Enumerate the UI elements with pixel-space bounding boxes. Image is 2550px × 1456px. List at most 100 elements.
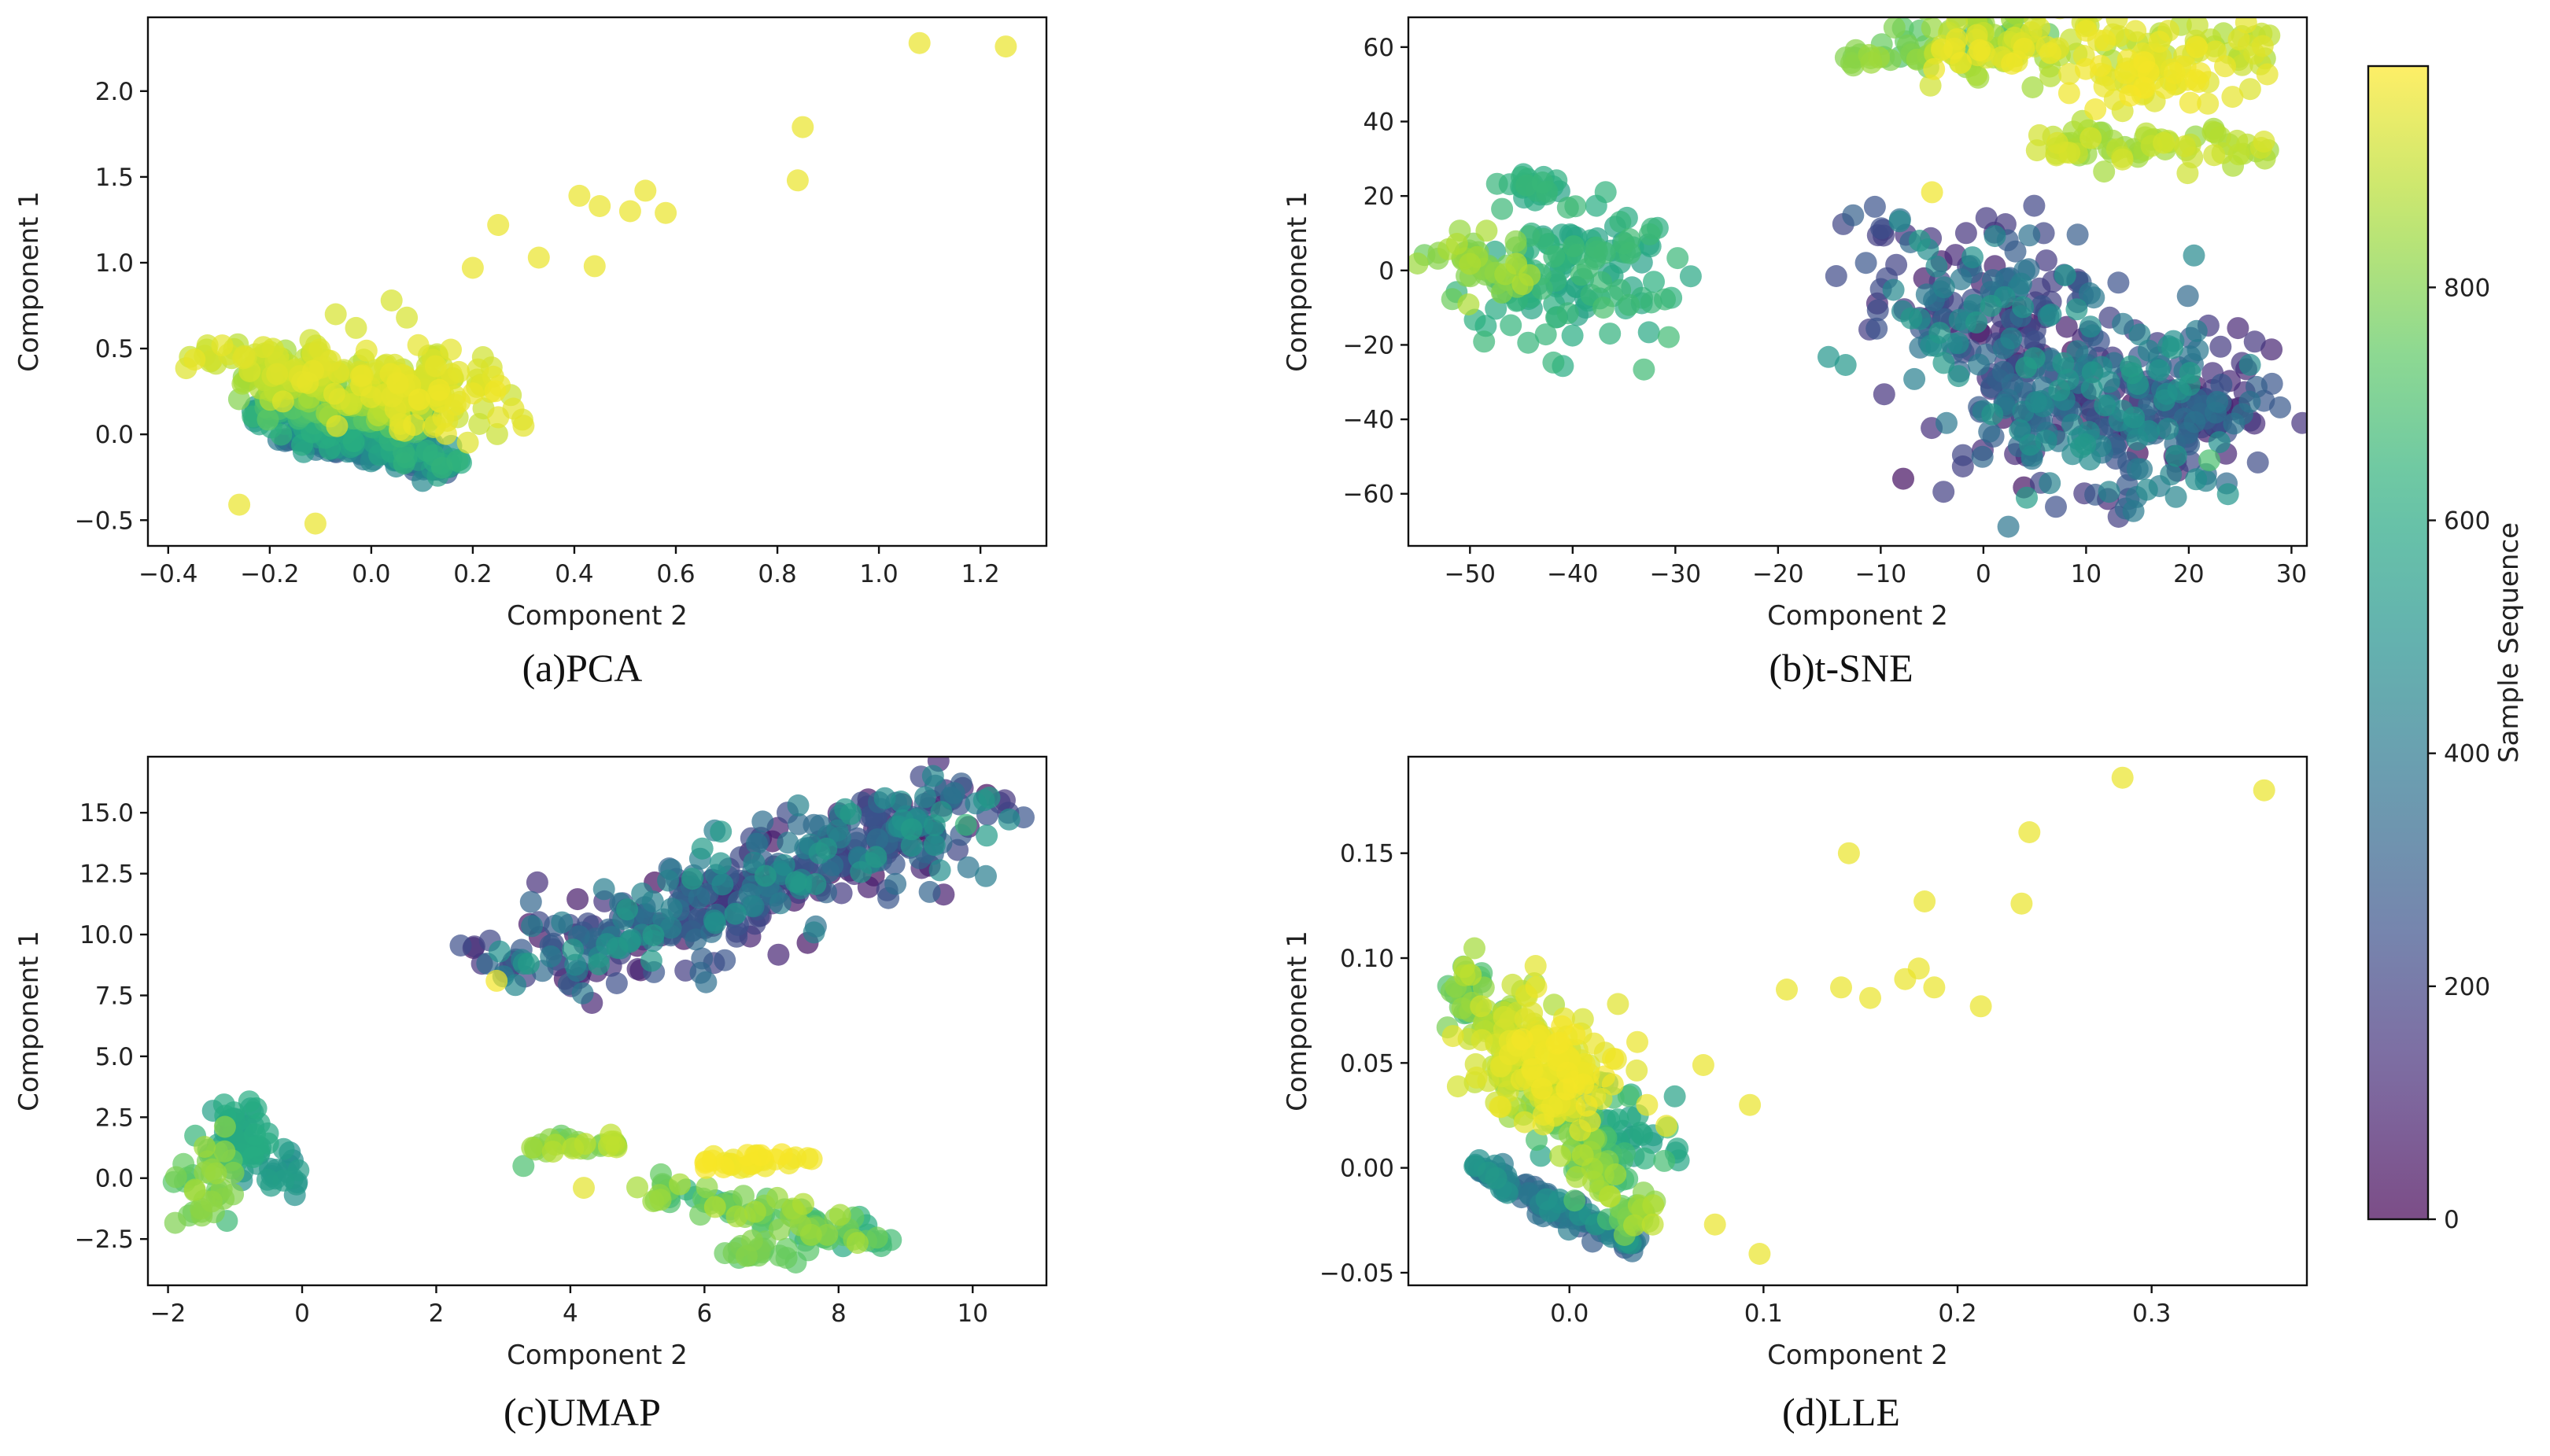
scatter-point xyxy=(1629,1122,1651,1145)
scatter-point xyxy=(2093,160,2116,183)
scatter-point xyxy=(2184,68,2207,91)
scatter-point xyxy=(660,898,683,920)
scatter-point xyxy=(616,898,639,921)
scatter-point xyxy=(1965,64,1988,87)
scatter-point xyxy=(1947,365,1970,388)
scatter-point xyxy=(2004,240,2027,263)
scatter-point xyxy=(2209,126,2231,149)
scatter-point xyxy=(2018,821,2041,843)
scatter-point xyxy=(2131,458,2153,481)
scatter-point xyxy=(2148,31,2171,53)
scatter-point xyxy=(1535,1188,1558,1211)
scatter-point xyxy=(2120,355,2142,378)
scatter-point xyxy=(923,834,946,857)
scatter-point xyxy=(2024,391,2047,414)
scatter-point xyxy=(2019,433,2042,456)
scatter-panel-4: 0.0 0.1 0.2 0.3 −0.05 0.00 0.05 0.10 0.15 Compone… xyxy=(1282,755,2308,1434)
scatter-point xyxy=(908,31,931,54)
x-tick-label: 10 xyxy=(2071,560,2102,588)
scatter-point xyxy=(1572,1073,1595,1096)
scatter-point xyxy=(2000,327,2023,350)
scatter-point xyxy=(914,786,936,809)
scatter-point xyxy=(345,316,367,339)
scatter-point xyxy=(408,389,430,411)
scatter-point xyxy=(2216,483,2239,506)
scatter-point xyxy=(2157,418,2179,440)
y-tick-label: 0 xyxy=(1378,257,1394,286)
y-tick-label: 0.5 xyxy=(95,335,134,363)
y-tick-label: 2.5 xyxy=(95,1104,134,1132)
panel-caption: (a)PCA xyxy=(522,646,643,690)
scatter-point xyxy=(517,953,540,975)
scatter-point xyxy=(2209,335,2232,358)
scatter-point xyxy=(228,493,251,516)
scatter-point xyxy=(2079,315,2102,338)
scatter-point xyxy=(900,835,923,857)
scatter-point xyxy=(2227,317,2249,340)
scatter-point xyxy=(270,423,293,446)
scatter-point xyxy=(1854,252,1877,275)
scatter-point xyxy=(164,1166,187,1189)
x-tick-label: 0.2 xyxy=(1938,1299,1976,1328)
scatter-point xyxy=(1910,0,1932,17)
scatter-point xyxy=(2203,144,2226,167)
scatter-point xyxy=(2048,379,2071,402)
scatter-point xyxy=(2148,359,2171,382)
scatter-point xyxy=(777,831,799,854)
scatter-point xyxy=(1865,317,1888,340)
scatter-point xyxy=(1925,255,1948,278)
x-tick-label: 0.6 xyxy=(656,560,695,588)
scatter-point xyxy=(865,846,888,868)
scatter-point xyxy=(1617,1085,1640,1108)
y-tick-label: −0.05 xyxy=(1319,1259,1394,1288)
scatter-point xyxy=(2176,285,2199,308)
colorbar-tick-label: 0 xyxy=(2444,1206,2460,1234)
y-tick-label: 7.5 xyxy=(95,982,134,1010)
scatter-point xyxy=(1643,271,1665,293)
scatter-point xyxy=(606,937,629,959)
scatter-point xyxy=(695,971,718,993)
x-axis-label: Component 2 xyxy=(507,600,688,632)
scatter-point xyxy=(2179,362,2201,384)
scatter-point xyxy=(1609,211,1632,233)
x-axis-label: Component 2 xyxy=(507,1340,688,1371)
scatter-point xyxy=(803,921,825,944)
scatter-point xyxy=(1837,842,1860,864)
scatter-point xyxy=(440,338,462,361)
scatter-point xyxy=(1599,1185,1622,1208)
scatter-point xyxy=(1951,444,1974,466)
scatter-point xyxy=(1556,302,1579,325)
scatter-point xyxy=(1593,1065,1615,1088)
y-tick-label: −0.5 xyxy=(75,507,134,535)
scatter-point xyxy=(995,35,1017,58)
scatter-point xyxy=(787,794,810,816)
scatter-point xyxy=(2234,17,2257,34)
scatter-point xyxy=(1633,358,1655,381)
scatter-point xyxy=(183,1178,206,1201)
y-tick-label: −40 xyxy=(1343,406,1394,434)
scatter-point xyxy=(271,390,294,413)
scatter-point xyxy=(2243,330,2266,353)
colorbar-tick-label: 200 xyxy=(2444,973,2490,1001)
scatter-point xyxy=(502,397,525,420)
colorbar-tick-label: 600 xyxy=(2444,507,2490,536)
scatter-point xyxy=(1471,1029,1493,1052)
scatter-point xyxy=(1623,1214,1645,1237)
scatter-point xyxy=(1549,1145,1572,1167)
scatter-point xyxy=(2186,35,2208,58)
panel-caption: (d)LLE xyxy=(1782,1390,1900,1434)
scatter-point xyxy=(2227,28,2250,51)
scatter-point xyxy=(201,1190,223,1213)
scatter-point xyxy=(1842,54,1865,77)
scatter-point xyxy=(1521,1058,1544,1081)
scatter-point xyxy=(245,1097,268,1119)
scatter-point xyxy=(626,1176,648,1199)
x-tick-label: 2 xyxy=(429,1299,445,1328)
scatter-point xyxy=(2231,403,2253,426)
scatter-point xyxy=(703,1196,726,1218)
y-tick-label: −2.5 xyxy=(75,1226,134,1254)
scatter-point xyxy=(588,953,611,975)
scatter-point xyxy=(1931,39,1953,61)
scatter-point xyxy=(711,873,734,896)
scatter-point xyxy=(826,819,849,842)
